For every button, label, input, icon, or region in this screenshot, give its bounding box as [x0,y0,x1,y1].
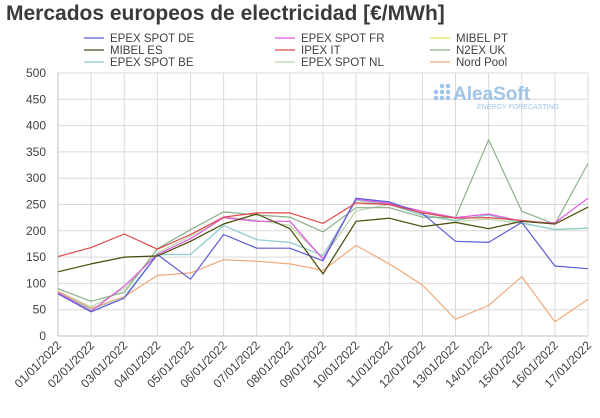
logo-dot [433,95,439,101]
chart-grid [57,72,589,337]
y-tick-label: 150 [26,250,46,264]
y-tick-label: 250 [26,198,46,212]
logo-dot [445,95,451,101]
y-tick-label: 350 [26,145,46,159]
series-line-nord-pool [57,244,589,323]
x-axis: 01/01/202202/01/202203/01/202204/01/2022… [12,335,594,391]
logo-dot [439,83,445,89]
logo-dots-icon [433,83,451,101]
logo-dot [433,89,439,95]
logo-tagline: ENERGY FORECASTING [477,104,559,111]
y-tick-label: 200 [26,224,46,238]
y-tick-label: 50 [33,303,47,317]
chart-legend: EPEX SPOT DE EPEX SPOT FR MIBEL PT MIBEL ES… [84,33,508,69]
chart-title: Mercados europeos de electricidad [€/MWh… [6,2,445,25]
y-axis: 0 50 100 150 200 250 300 350 400 450 500 [26,66,59,343]
y-tick-label: 500 [26,66,46,80]
logo-dot [445,89,451,95]
legend-label-n2ex-uk: N2EX UK [456,45,506,57]
legend-label-ipex-it: IPEX IT [301,45,341,57]
y-tick-label: 450 [26,92,46,106]
series-line-mibel-es [57,206,589,275]
series-line-n2ex-uk [57,139,589,302]
y-tick-label: 300 [26,171,46,185]
legend-label-epex-spot-be: EPEX SPOT BE [110,57,194,69]
logo-dot [445,83,451,89]
legend-label-epex-spot-de: EPEX SPOT DE [110,33,194,45]
logo-dot [439,89,445,95]
aleasoft-logo: AleaSoft ENERGY FORECASTING [433,83,559,111]
legend-label-epex-spot-fr: EPEX SPOT FR [301,33,385,45]
y-tick-label: 100 [26,276,46,290]
legend-label-mibel-es: MIBEL ES [110,45,163,57]
y-tick-label: 0 [39,329,46,343]
logo-dot [439,95,445,101]
legend-label-mibel-pt: MIBEL PT [456,33,508,45]
series-line-epex-spot-fr [57,197,589,312]
legend-label-nord-pool: Nord Pool [456,57,507,69]
logo-name: AleaSoft [453,84,531,105]
legend-label-epex-spot-nl: EPEX SPOT NL [301,57,384,69]
series-line-epex-spot-de [57,197,589,313]
y-tick-label: 400 [26,119,46,133]
chart-series [57,139,589,323]
series-line-ipex-it [57,202,589,258]
